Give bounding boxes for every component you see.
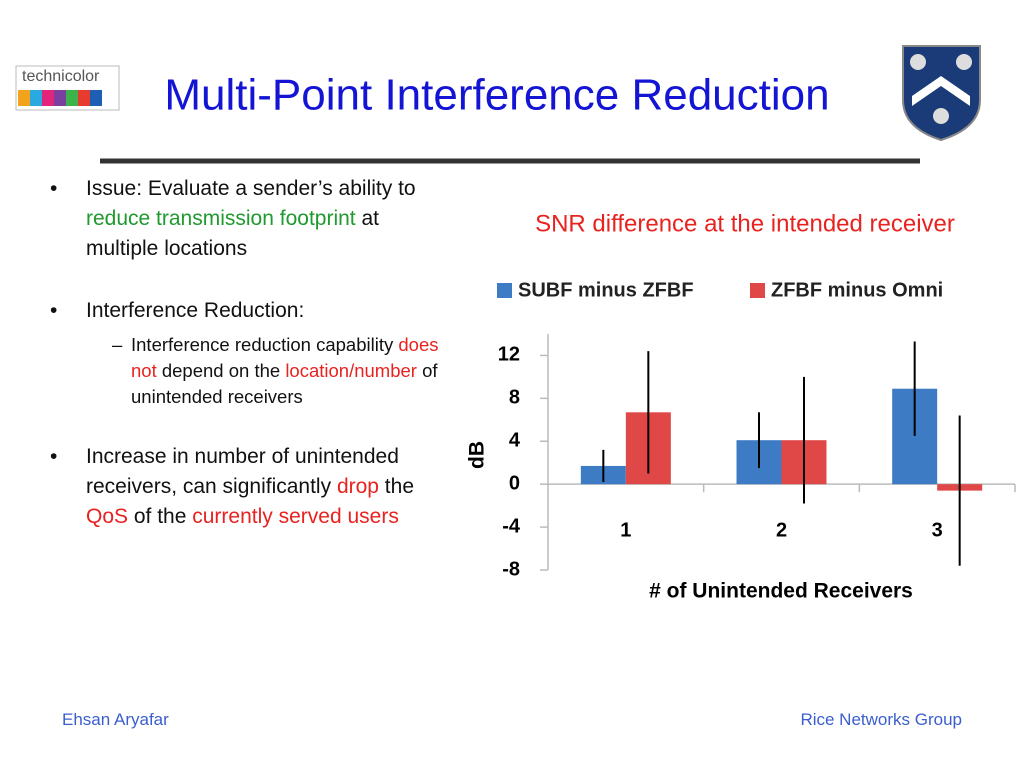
- chart-title: SNR difference at the intended receiver: [535, 210, 955, 237]
- text-run: drop: [336, 475, 379, 498]
- y-tick-label: 0: [509, 472, 520, 494]
- text-run: Issue: Evaluate a sender’s ability to: [86, 177, 416, 200]
- bullet-list: Issue: Evaluate a sender’s ability to re…: [48, 174, 448, 564]
- text-run: of unintended receivers: [131, 360, 438, 407]
- text-run: of the: [128, 505, 193, 528]
- legend-swatch: [750, 283, 765, 298]
- bullet: Increase in number of unintended receive…: [48, 442, 448, 532]
- y-tick-label: -4: [502, 515, 521, 537]
- sub-bullet: Interference reduction capability does n…: [86, 332, 448, 410]
- text-run: location/number: [285, 360, 417, 381]
- bullet: Issue: Evaluate a sender’s ability to re…: [48, 174, 448, 264]
- x-tick-label: 1: [620, 519, 631, 541]
- y-tick-label: 4: [509, 430, 521, 452]
- text-run: Interference reduction capability: [131, 334, 399, 355]
- x-axis-label: # of Unintended Receivers: [649, 580, 913, 603]
- text-run: depend on the: [156, 360, 286, 381]
- y-axis-label: dB: [466, 441, 489, 469]
- footer-left: Ehsan Aryafar: [62, 710, 169, 729]
- text-run: does not: [131, 334, 439, 381]
- text-run: at multiple locations: [86, 207, 379, 260]
- logo-stripes: [18, 90, 102, 106]
- logo-text: technicolor: [22, 68, 100, 85]
- text-run: the: [378, 475, 414, 498]
- y-tick-label: 12: [498, 344, 520, 366]
- legend-label: SUBF minus ZFBF: [518, 279, 694, 301]
- legend-label: ZFBF minus Omni: [771, 279, 943, 301]
- x-tick-label: 2: [776, 519, 787, 541]
- legend-swatch: [497, 283, 512, 298]
- text-run: QoS: [86, 505, 129, 528]
- y-tick-label: 8: [509, 387, 520, 409]
- text-run: Interference Reduction:: [86, 299, 305, 322]
- text-run: Increase in number of unintended receive…: [86, 445, 399, 498]
- y-tick-label: -8: [502, 558, 520, 580]
- text-run: reduce transmission footprint: [86, 207, 356, 230]
- slide-title: Multi-Point Interference Reduction: [164, 71, 829, 120]
- bullet: Interference Reduction: Interference redu…: [48, 296, 448, 410]
- shield: [902, 45, 981, 142]
- footer-right: Rice Networks Group: [800, 710, 962, 729]
- x-tick-label: 3: [932, 519, 943, 541]
- text-run: currently served users: [192, 505, 399, 528]
